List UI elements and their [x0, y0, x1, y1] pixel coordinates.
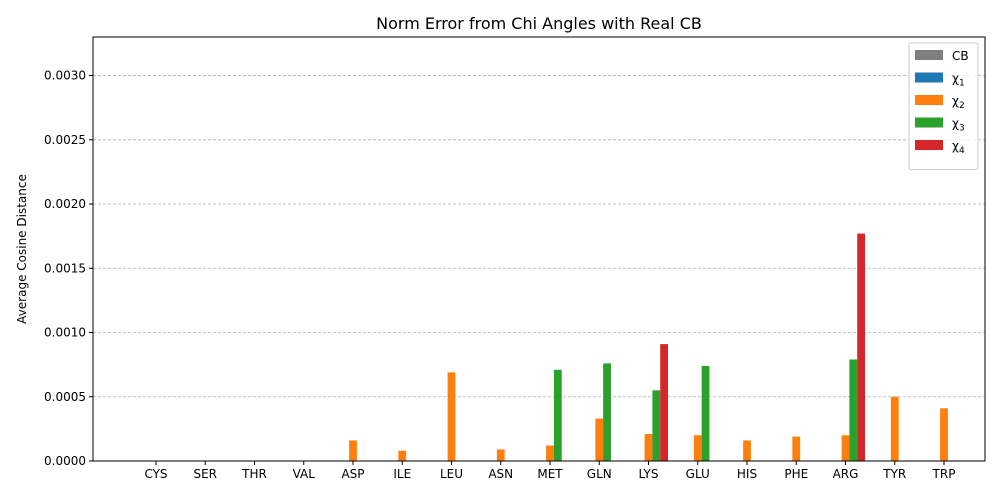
bar [660, 344, 668, 461]
legend-label: CB [952, 49, 969, 63]
y-tick-label: 0.0015 [44, 261, 86, 275]
legend-swatch [915, 50, 943, 60]
x-tick-label: CYS [144, 467, 167, 481]
x-tick-label: SER [193, 467, 217, 481]
bar [857, 233, 865, 461]
bar [595, 418, 604, 461]
x-tick-label: PHE [784, 467, 808, 481]
legend-swatch [915, 117, 943, 128]
x-tick-label: GLN [587, 467, 612, 481]
bar [890, 396, 899, 461]
y-tick-label: 0.0000 [44, 454, 86, 468]
bar [447, 372, 456, 461]
legend-swatch [915, 95, 943, 105]
bar [398, 450, 407, 461]
x-tick-label: ARG [833, 467, 859, 481]
bar [644, 434, 653, 461]
bar [940, 408, 948, 461]
bar [693, 435, 702, 461]
x-tick-label: ILE [393, 467, 411, 481]
bar [792, 436, 801, 461]
bar [841, 435, 850, 461]
legend-swatch [915, 72, 943, 83]
bar [349, 440, 357, 461]
plot-frame [92, 36, 986, 462]
x-tick-label: MET [537, 467, 563, 481]
gridlines [93, 75, 985, 398]
x-tick-label: LEU [440, 467, 463, 481]
y-axis-label: Average Cosine Distance [15, 174, 29, 324]
bar [496, 449, 505, 461]
bar [603, 363, 611, 461]
chart-title: Norm Error from Chi Angles with Real CB [376, 14, 702, 33]
bar [701, 365, 710, 461]
x-tick-label: TYR [882, 467, 906, 481]
x-tick-label: THR [241, 467, 267, 481]
x-axis-ticks: CYS SER THR VAL ASP ILE LEU ASN MET GLN LYS GLU HIS P… [144, 461, 955, 481]
bars [349, 233, 948, 461]
y-tick-label: 0.0020 [44, 197, 86, 211]
x-tick-label: ASN [488, 467, 513, 481]
y-tick-label: 0.0030 [44, 69, 86, 83]
y-tick-label: 0.0025 [44, 133, 86, 147]
bar [652, 390, 661, 461]
x-tick-label: ASP [341, 467, 364, 481]
y-tick-label: 0.0010 [44, 326, 86, 340]
bar [743, 440, 751, 461]
bar [849, 359, 858, 461]
x-tick-label: HIS [737, 467, 757, 481]
bar [553, 369, 562, 461]
x-tick-label: TRP [932, 467, 956, 481]
y-axis-ticks: 0.0000 0.0005 0.0010 0.0015 0.0020 0.0025 0.00… [44, 69, 93, 468]
x-tick-label: GLU [686, 467, 710, 481]
x-tick-label: LYS [638, 467, 658, 481]
bar [546, 445, 554, 461]
x-tick-label: VAL [293, 467, 316, 481]
legend-swatch [915, 140, 943, 150]
y-tick-label: 0.0005 [44, 390, 86, 404]
